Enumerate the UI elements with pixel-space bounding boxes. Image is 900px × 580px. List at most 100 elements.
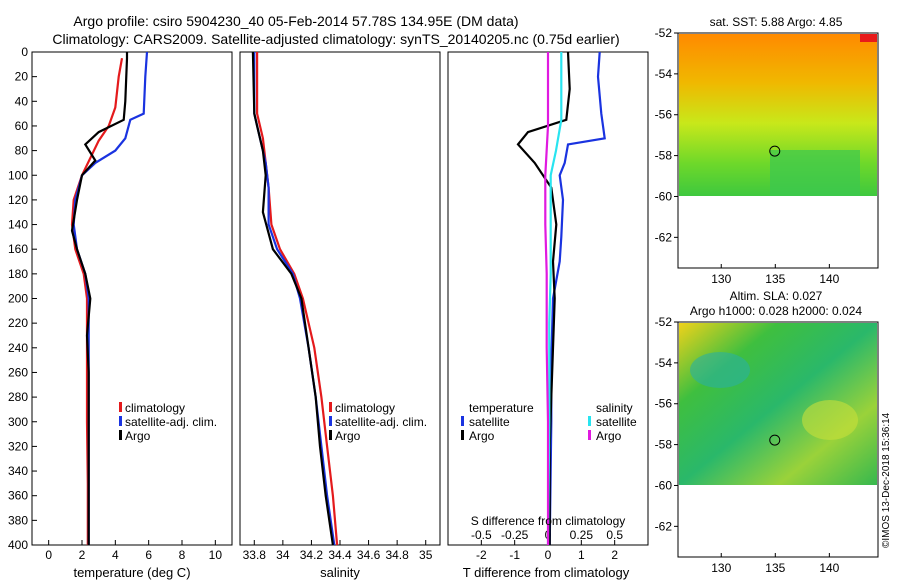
sla-map-title: Altim. SLA: 0.027 — [730, 289, 823, 303]
difference-panel: -2 -1 0 1 2 -0.5 -0.25 0 0.25 0.5 S difference f… — [447, 51, 649, 580]
difference-legend-temperature: temperature satellite Argo — [461, 401, 534, 443]
y-tick-label: 140 — [8, 218, 28, 232]
y-tick-label: 260 — [8, 365, 28, 379]
map-y-tick-label: -56 — [655, 108, 673, 122]
map-x-tick-label: 140 — [819, 272, 839, 286]
map-y-tick-label: -62 — [655, 519, 673, 533]
salinity-plot-frame — [239, 51, 441, 546]
y-tick-label: 0 — [21, 45, 28, 59]
y-tick-label: 180 — [8, 267, 28, 281]
y-tick-label: 320 — [8, 439, 28, 453]
map-y-tick-label: -60 — [655, 478, 673, 492]
y-tick-label: 360 — [8, 489, 28, 503]
series-line-argo — [251, 51, 334, 546]
x-tick-label: 34.4 — [328, 548, 352, 562]
imos-credit: ©IMOS 13-Dec-2018 15:36:14 — [881, 412, 892, 548]
x-tick-label: 10 — [209, 548, 223, 562]
sla-map-subtitle: Argo h1000: 0.028 h2000: 0.024 — [690, 304, 862, 318]
legend-label-satellite-adj: satellite-adj. clim. — [125, 415, 217, 429]
title-line-2: Climatology: CARS2009. Satellite-adjuste… — [52, 31, 619, 47]
temperature-xticks: 0 2 4 6 8 10 — [45, 540, 222, 562]
sla-map-yticks: -52 -54 -56 -58 -60 -62 — [655, 315, 678, 533]
map-x-tick-label: 130 — [711, 561, 731, 575]
sst-map-argo-location-marker — [769, 145, 781, 157]
sst-map-xticks: 130 135 140 — [711, 264, 840, 286]
salinity-xticks: 33.8 34 34.2 34.4 34.6 34.8 35 — [243, 540, 433, 562]
sla-map-argo-location-marker — [769, 434, 781, 446]
temperature-series — [70, 51, 149, 545]
x-tick-label: 1 — [578, 548, 585, 562]
s-tick-label: 0.25 — [570, 528, 594, 542]
y-tick-label: 80 — [15, 144, 29, 158]
legend-swatch-climatology — [119, 402, 122, 412]
sst-map-title: sat. SST: 5.88 Argo: 4.85 — [710, 15, 843, 29]
temperature-legend: climatology satellite-adj. clim. Argo — [119, 401, 217, 443]
x-tick-label: 35 — [419, 548, 433, 562]
t-difference-xticks: -2 -1 0 1 2 — [476, 540, 618, 562]
sla-high-feature — [802, 400, 858, 440]
legend-label-t-satellite: satellite — [469, 415, 510, 429]
t-difference-xlabel: T difference from climatology — [463, 565, 630, 580]
map-x-tick-label: 130 — [711, 272, 731, 286]
x-tick-label: 34 — [276, 548, 290, 562]
legend-title-salinity: salinity — [596, 401, 633, 415]
map-y-tick-label: -58 — [655, 438, 673, 452]
map-y-tick-label: -56 — [655, 397, 673, 411]
map-x-tick-label: 135 — [765, 561, 785, 575]
legend-swatch-argo — [329, 430, 332, 440]
sst-cool-patch — [770, 150, 860, 196]
y-tick-label: 200 — [8, 292, 28, 306]
x-tick-label: 0 — [545, 548, 552, 562]
x-tick-label: 34.8 — [385, 548, 409, 562]
salinity-panel: 33.8 34 34.2 34.4 34.6 34.8 35 salinity climat… — [239, 51, 441, 580]
s-difference-xlabel: S difference from climatology — [471, 514, 626, 528]
s-tick-label: -0.25 — [501, 528, 529, 542]
legend-label-climatology: climatology — [335, 401, 395, 415]
y-tick-label: 120 — [8, 193, 28, 207]
sla-low-feature — [690, 352, 750, 388]
temperature-plot-frame — [31, 51, 233, 546]
legend-swatch-s-argo — [588, 430, 591, 440]
temperature-xlabel: temperature (deg C) — [73, 565, 190, 580]
legend-label-s-argo: Argo — [596, 429, 622, 443]
map-y-tick-label: -62 — [655, 230, 673, 244]
s-tick-label: 0.5 — [606, 528, 623, 542]
x-tick-label: 34.6 — [357, 548, 381, 562]
legend-label-s-satellite: satellite — [596, 415, 637, 429]
map-x-tick-label: 135 — [765, 272, 785, 286]
legend-label-argo: Argo — [125, 429, 151, 443]
y-tick-label: 40 — [15, 94, 29, 108]
map-y-tick-label: -54 — [655, 67, 673, 81]
sla-field — [679, 323, 877, 485]
series-line-argo — [70, 52, 129, 545]
series-line-climatology — [256, 52, 339, 546]
legend-label-satellite-adj: satellite-adj. clim. — [335, 415, 427, 429]
salinity-series — [251, 51, 339, 546]
difference-legend-salinity: salinity satellite Argo — [588, 401, 637, 443]
temperature-panel: 0204060801001201401601802002202402602803… — [8, 45, 453, 580]
s-tick-label: -0.5 — [471, 528, 492, 542]
series-line-salinity-argo — [544, 52, 550, 545]
map-x-tick-label: 140 — [819, 561, 839, 575]
map-y-tick-label: -60 — [655, 189, 673, 203]
sla-map: Altim. SLA: 0.027 Argo h1000: 0.028 h200… — [655, 289, 879, 575]
difference-series — [516, 51, 606, 546]
x-tick-label: 33.8 — [243, 548, 267, 562]
y-tick-label: 280 — [8, 390, 28, 404]
map-y-tick-label: -54 — [655, 356, 673, 370]
legend-label-climatology: climatology — [125, 401, 185, 415]
legend-swatch-argo — [119, 430, 122, 440]
x-tick-label: -1 — [509, 548, 520, 562]
map-y-tick-label: -52 — [655, 315, 673, 329]
legend-label-argo: Argo — [335, 429, 361, 443]
sla-map-xticks: 130 135 140 — [711, 553, 840, 575]
legend-swatch-satellite-adj — [329, 416, 332, 426]
y-tick-label: 60 — [15, 119, 29, 133]
x-tick-label: -2 — [476, 548, 487, 562]
y-tick-label: 400 — [8, 538, 28, 552]
x-tick-label: 2 — [79, 548, 86, 562]
sst-map: sat. SST: 5.88 Argo: 4.85 -52 -54 -56 -58 -6… — [655, 15, 879, 286]
series-line-temperature-satellite — [548, 51, 606, 546]
x-tick-label: 4 — [112, 548, 119, 562]
